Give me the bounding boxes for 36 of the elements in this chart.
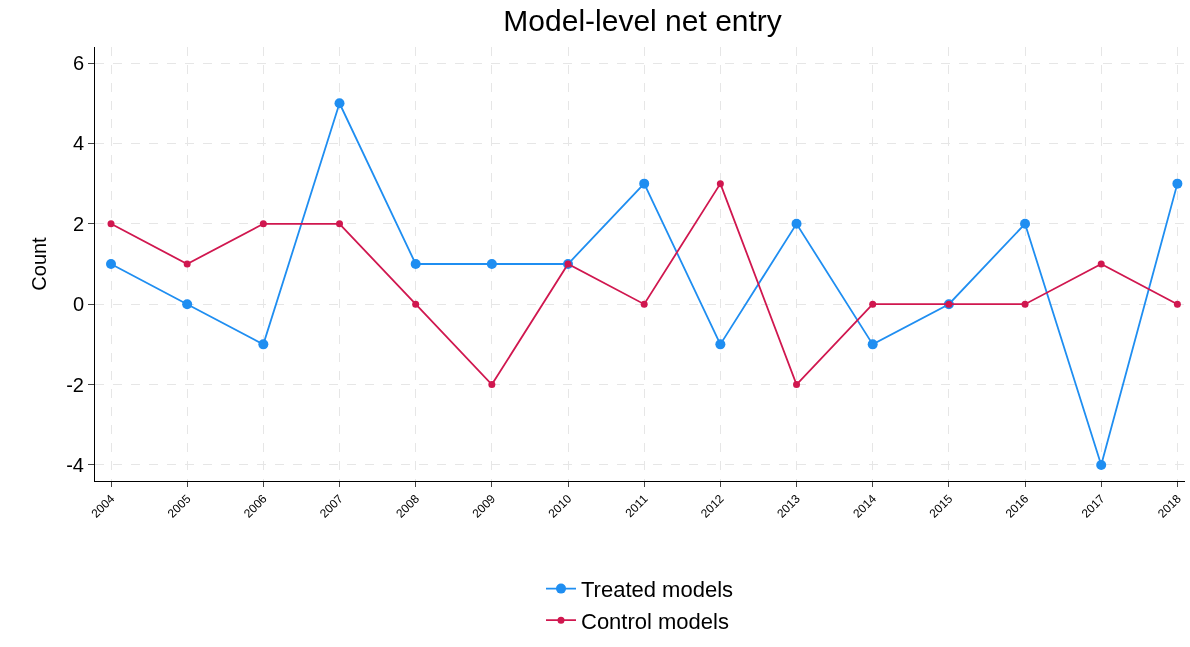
y-axis-title: Count: [27, 236, 50, 291]
point: [869, 300, 877, 308]
point: [486, 259, 497, 269]
point: [182, 299, 193, 310]
point: [412, 300, 420, 308]
point: [107, 220, 115, 228]
point: [259, 220, 267, 228]
point: [791, 218, 802, 229]
point: [1172, 178, 1183, 189]
point: [334, 98, 345, 109]
point: [258, 339, 269, 350]
point: [410, 259, 421, 269]
legend-label: Control models: [581, 608, 729, 634]
point: [183, 260, 191, 268]
y-tick-label: 0: [72, 293, 84, 316]
point: [1020, 218, 1031, 229]
point: [1173, 300, 1181, 308]
point: [715, 339, 726, 350]
chart-title: Model-level net entry: [503, 3, 782, 37]
point: [793, 381, 801, 389]
point: [1096, 459, 1107, 470]
point: [867, 339, 878, 350]
y-tick-label: 4: [72, 132, 84, 155]
point: [639, 178, 650, 189]
y-tick-label: 2: [72, 212, 84, 235]
point: [106, 259, 116, 269]
point: [1097, 260, 1105, 268]
point: [716, 180, 724, 188]
y-tick-label: -4: [66, 453, 84, 476]
point: [488, 381, 496, 389]
y-tick-label: -2: [66, 373, 84, 396]
point: [1021, 300, 1029, 308]
legend-label: Treated models: [581, 577, 734, 603]
point: [336, 220, 344, 228]
point: [640, 300, 648, 308]
y-tick-label: 6: [72, 52, 84, 75]
